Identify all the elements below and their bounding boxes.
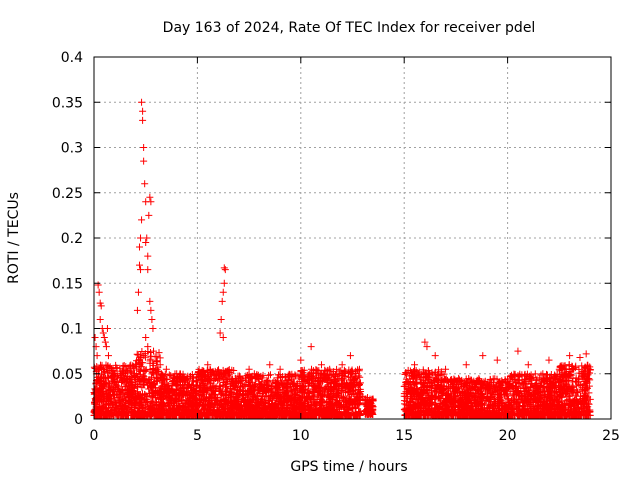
data-point-marker [115,388,123,396]
data-point-marker [95,411,103,419]
data-point-marker [96,361,104,369]
data-point-marker [118,371,126,379]
data-point-marker [110,378,118,386]
data-point-marker [114,410,122,418]
data-point-marker [104,401,112,409]
data-point-marker [127,375,135,383]
data-point-marker [112,383,120,391]
data-point-marker [107,411,115,419]
data-point-marker [95,373,103,381]
data-point-marker [108,406,116,414]
data-point-marker [95,387,103,395]
data-point-marker [266,371,274,379]
data-point-marker [401,370,409,378]
data-point-marker [108,371,116,379]
data-point-marker [102,379,110,387]
data-points [90,98,594,419]
data-point-marker [122,363,130,371]
data-point-marker [112,364,120,372]
grid [94,57,611,419]
data-point-marker [109,372,117,380]
data-point-marker [91,389,99,397]
data-point-marker [100,374,108,382]
data-point-marker [125,399,133,407]
data-point-marker [123,382,131,390]
data-point-marker [123,367,131,375]
data-point-marker [126,367,134,375]
data-point-marker [120,401,128,409]
data-point-marker [123,391,131,399]
data-point-marker [119,395,127,403]
data-point-marker [117,373,125,381]
data-point-marker [119,389,127,397]
data-point-marker [115,403,123,411]
data-point-marker [141,366,149,374]
data-point-marker [113,364,121,372]
data-point-marker [127,388,135,396]
data-point-marker [109,400,117,408]
data-point-marker [99,404,107,412]
data-point-marker [98,391,106,399]
data-point-marker [120,361,128,369]
data-point-marker [265,371,273,379]
data-point-marker [120,411,128,419]
data-point-marker [107,387,115,395]
data-point-marker [116,399,124,407]
data-point-marker [122,375,130,383]
data-point-marker [110,391,118,399]
data-point-marker [91,364,99,372]
data-point-marker [99,365,107,373]
data-point-marker [116,367,124,375]
data-point-marker [96,377,104,385]
data-point-marker [113,384,121,392]
data-point-marker [128,404,136,412]
data-point-marker [119,362,127,370]
data-point-marker [99,388,107,396]
data-point-marker [129,364,137,372]
data-point-marker [124,404,132,412]
data-point-marker [98,382,106,390]
data-point-marker [94,394,102,402]
